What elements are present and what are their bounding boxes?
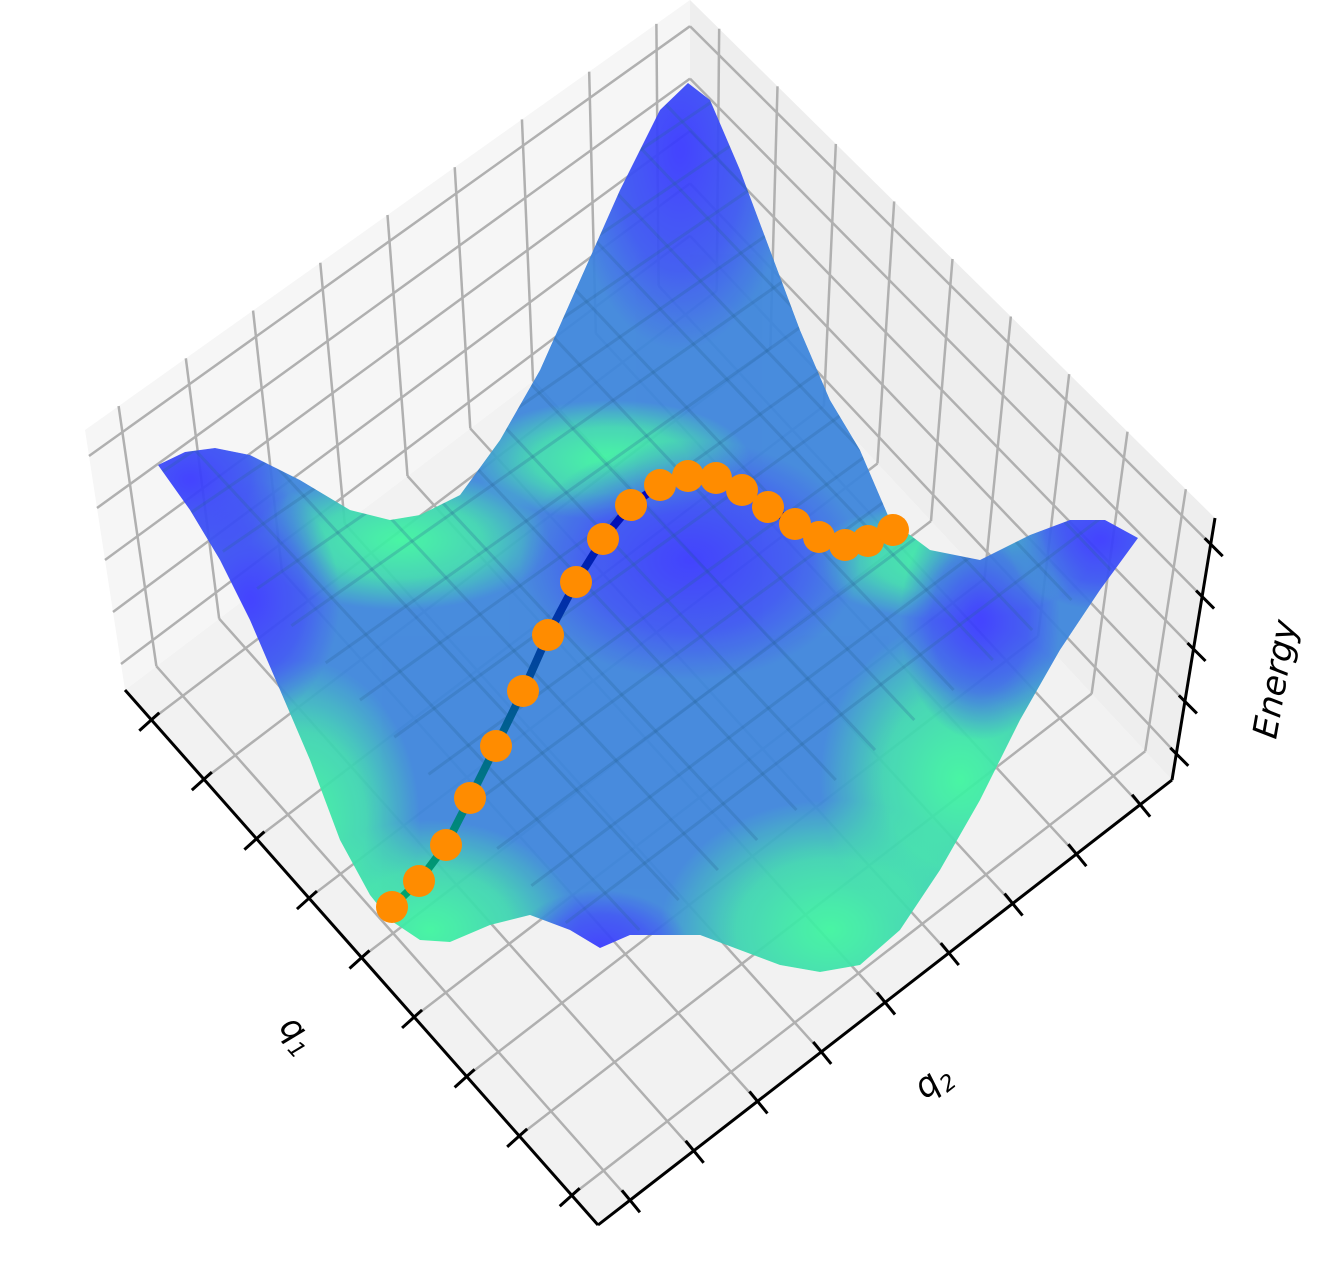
- trajectory-point: [403, 865, 435, 897]
- x-tick: [558, 1187, 581, 1208]
- y-tick: [684, 1139, 705, 1164]
- trajectory-point: [803, 521, 835, 553]
- surface-grid-line: [159, 411, 641, 932]
- surface-peak: [570, 83, 790, 350]
- y-tick: [875, 991, 897, 1016]
- trajectory-point: [644, 469, 676, 501]
- trajectory-point: [430, 829, 462, 861]
- x-tick: [506, 1127, 529, 1148]
- y-tick: [1130, 793, 1152, 818]
- x-tick: [243, 830, 266, 851]
- trajectory-point: [615, 489, 647, 521]
- trajectory-point: [480, 730, 512, 762]
- z-tick: [1203, 537, 1224, 558]
- trajectory-point: [726, 474, 758, 506]
- trajectory-point: [877, 514, 909, 546]
- y-axis-label: q2: [906, 1054, 962, 1111]
- x-tick: [453, 1068, 476, 1089]
- trajectory-point: [560, 566, 592, 598]
- x-tick: [401, 1008, 424, 1030]
- wall-grid-line: [689, 77, 1203, 598]
- y-tick: [939, 942, 960, 967]
- trajectory-point: [852, 525, 884, 557]
- z-tick: [1177, 694, 1198, 715]
- x-tick: [295, 889, 318, 911]
- surface-grid-line: [200, 384, 680, 902]
- z-axis-label: Energy: [1245, 616, 1305, 742]
- surface-peak: [900, 500, 1060, 740]
- x-tick: [138, 711, 161, 732]
- y-tick: [1067, 843, 1088, 868]
- z-tick: [1169, 746, 1190, 767]
- floor-grid-line: [155, 665, 631, 1202]
- trajectory-point: [532, 619, 564, 651]
- surface-grid-line: [526, 167, 994, 662]
- trajectory-point: [454, 782, 486, 814]
- x-axis-label: q1: [268, 1007, 325, 1064]
- z-tick: [1195, 589, 1216, 610]
- y-tick: [812, 1040, 833, 1065]
- trajectory-path: [376, 460, 909, 923]
- surface-grid-line: [564, 504, 1119, 925]
- z-tick: [1186, 641, 1207, 663]
- trajectory-point: [507, 675, 539, 707]
- wall-grid-line: [689, 25, 1212, 546]
- axis-lines: [123, 517, 1224, 1227]
- trajectory-point: [779, 508, 811, 540]
- trajectory-point: [672, 460, 704, 492]
- trajectory-point: [700, 462, 732, 494]
- x-tick: [190, 771, 213, 792]
- surface-grid-line: [256, 195, 823, 590]
- trajectory-point: [587, 523, 619, 555]
- y-tick: [620, 1189, 642, 1214]
- surface-grid-line: [290, 230, 856, 627]
- wall-grid-line: [96, 77, 691, 510]
- surface-grid-line: [324, 264, 889, 665]
- y-tick: [748, 1090, 769, 1115]
- y-tick: [1003, 892, 1024, 917]
- trajectory-point: [376, 891, 408, 923]
- trajectory-point: [752, 491, 784, 523]
- wall-grid-line: [88, 25, 691, 458]
- x-tick: [348, 949, 371, 970]
